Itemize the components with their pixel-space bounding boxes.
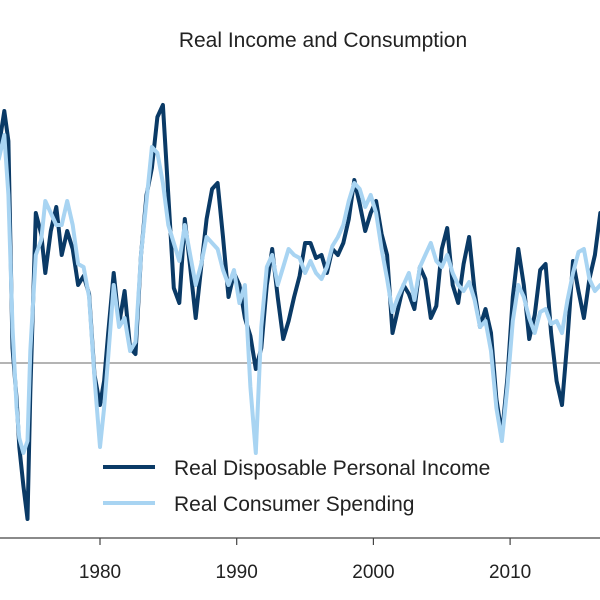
x-tick-label-1980: 1980 — [79, 562, 121, 583]
x-axis: 1980 1990 2000 2010 — [79, 538, 531, 583]
legend-label-real-consumer-spending: Real Consumer Spending — [174, 493, 414, 516]
series-line-real-consumer-spending — [0, 133, 600, 455]
legend: Real Disposable Personal Income Real Con… — [103, 457, 490, 516]
chart-title: Real Income and Consumption — [179, 29, 467, 52]
x-tick-label-2000: 2000 — [352, 562, 394, 583]
legend-label-real-disposable-personal-income: Real Disposable Personal Income — [174, 457, 490, 480]
x-tick-label-2010: 2010 — [489, 562, 531, 583]
plot-area — [0, 103, 600, 521]
x-tick-label-1990: 1990 — [216, 562, 258, 583]
